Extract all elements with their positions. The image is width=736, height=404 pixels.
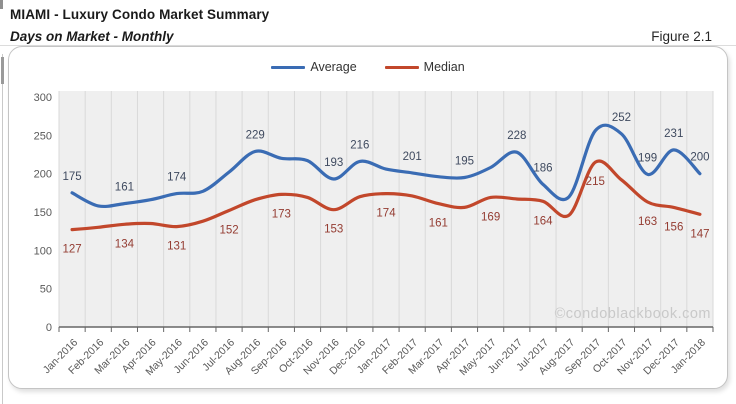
y-tick-label: 150 bbox=[34, 207, 52, 219]
legend-line-swatch bbox=[384, 65, 419, 69]
median-data-label: 215 bbox=[586, 176, 605, 188]
average-data-label: 195 bbox=[455, 156, 474, 168]
legend-label: Median bbox=[423, 60, 465, 74]
median-data-label: 163 bbox=[638, 216, 657, 228]
average-data-label: 193 bbox=[324, 157, 343, 169]
page-edge-line bbox=[2, 54, 3, 404]
legend-label: Average bbox=[310, 60, 357, 74]
watermark: ©condoblackbook.com bbox=[555, 306, 711, 322]
line-chart: ©condoblackbook.com050100150200250300Jan… bbox=[34, 91, 714, 378]
y-tick-label: 50 bbox=[40, 284, 52, 296]
legend-line-swatch bbox=[271, 65, 306, 69]
median-data-label: 127 bbox=[62, 244, 81, 256]
average-data-label: 175 bbox=[62, 171, 81, 183]
average-data-label: 174 bbox=[167, 172, 187, 184]
plot-area bbox=[59, 91, 713, 327]
average-data-label: 252 bbox=[612, 112, 631, 124]
median-data-label: 131 bbox=[167, 241, 186, 253]
median-data-label: 134 bbox=[115, 238, 135, 250]
page-title: MIAMI - Luxury Condo Market Summary bbox=[10, 7, 270, 22]
median-data-label: 174 bbox=[376, 208, 396, 220]
y-tick-label: 250 bbox=[34, 130, 52, 142]
page-edge-scrollbar-fragment bbox=[1, 57, 4, 84]
average-data-label: 216 bbox=[350, 139, 369, 151]
median-data-label: 152 bbox=[219, 224, 238, 236]
average-data-label: 201 bbox=[403, 151, 422, 163]
median-data-label: 147 bbox=[690, 228, 709, 240]
average-data-label: 161 bbox=[115, 182, 134, 194]
median-data-label: 164 bbox=[533, 215, 553, 227]
average-data-label: 229 bbox=[246, 129, 265, 141]
median-data-label: 173 bbox=[272, 208, 291, 220]
y-tick-label: 0 bbox=[46, 322, 52, 334]
average-data-label: 200 bbox=[690, 152, 709, 164]
chart-container: Average Median ©condoblackbook.com 0 50 100 1… bbox=[8, 46, 728, 389]
page-corner-mark bbox=[0, 0, 3, 9]
legend-item-median: Median bbox=[384, 60, 465, 74]
average-data-label: 228 bbox=[507, 130, 526, 142]
figure-label: Figure 2.1 bbox=[651, 29, 712, 44]
median-data-label: 153 bbox=[324, 224, 343, 236]
y-tick-label: 100 bbox=[34, 245, 52, 257]
average-line bbox=[70, 123, 702, 209]
average-data-label: 231 bbox=[664, 128, 683, 140]
y-tick-label: 200 bbox=[34, 169, 52, 181]
average-data-label: 186 bbox=[533, 162, 552, 174]
y-tick-label: 300 bbox=[34, 92, 52, 104]
average-data-label: 199 bbox=[638, 152, 657, 164]
legend-item-average: Average bbox=[271, 60, 357, 74]
median-data-label: 161 bbox=[429, 218, 448, 230]
header-divider bbox=[0, 45, 736, 46]
page-subtitle: Days on Market - Monthly bbox=[10, 29, 174, 44]
median-line bbox=[70, 159, 702, 232]
chart-legend: Average Median bbox=[9, 60, 727, 74]
median-data-label: 169 bbox=[481, 211, 500, 223]
median-data-label: 156 bbox=[664, 221, 683, 233]
